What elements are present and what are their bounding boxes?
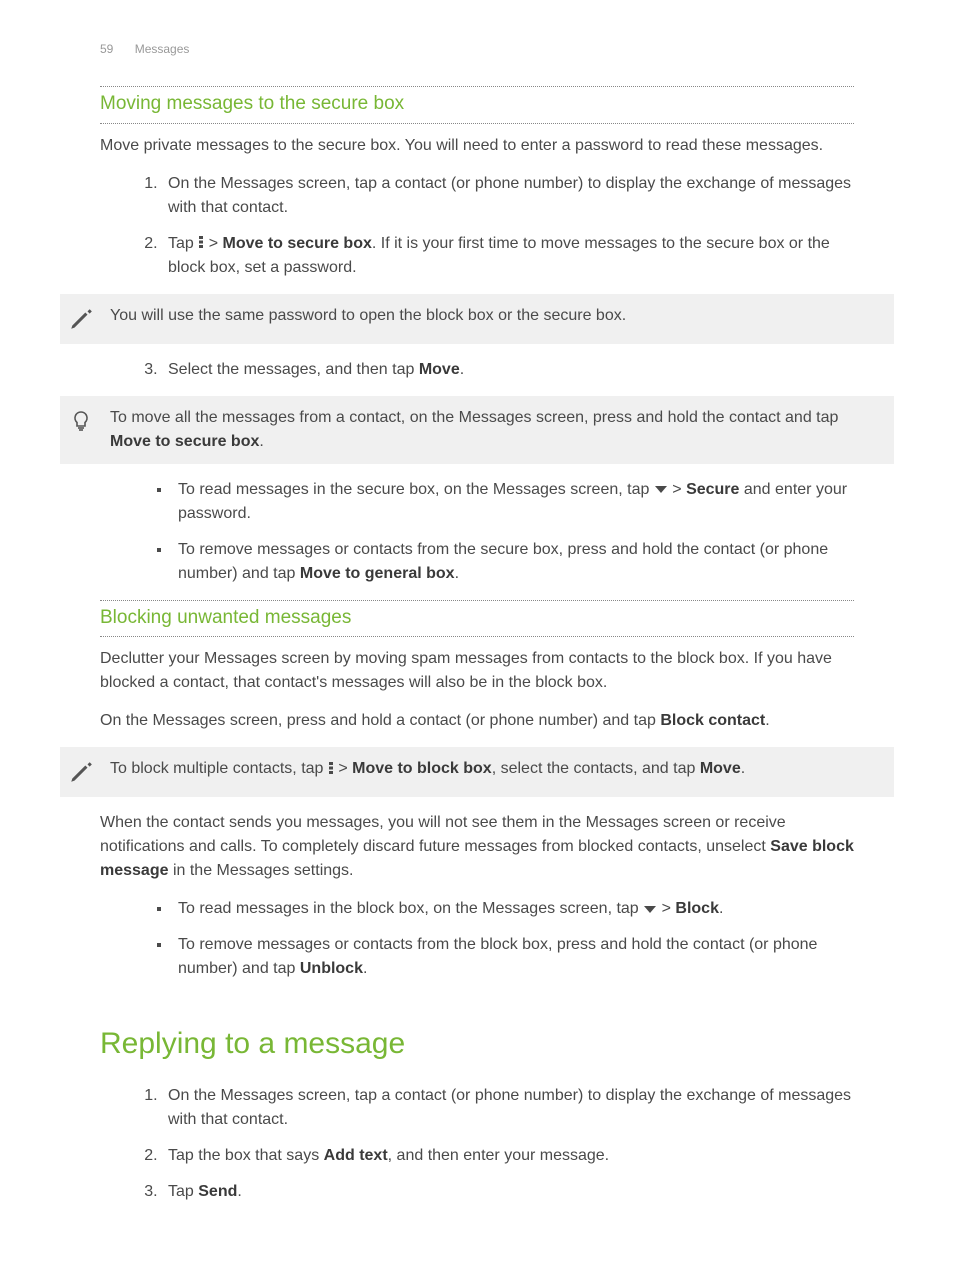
page-header: 59 Messages [100,40,854,58]
note-callout: You will use the same password to open t… [60,294,894,344]
reply-steps: On the Messages screen, tap a contact (o… [100,1084,854,1204]
move-label: Move [419,361,460,378]
secure-box-steps-cont: Select the messages, and then tap Move. [100,358,854,382]
bullet-remove-secure: To remove messages or contacts from the … [172,538,854,586]
heading-moving-secure-box: Moving messages to the secure box [100,86,854,124]
pencil-icon [66,757,96,787]
dropdown-icon [643,902,657,916]
block-note-text: To block multiple contacts, tap > Move t… [110,757,880,781]
heading-replying: Replying to a message [100,1021,854,1066]
heading-blocking: Blocking unwanted messages [100,600,854,638]
step-1: On the Messages screen, tap a contact (o… [162,172,854,220]
bullet-remove-block: To remove messages or contacts from the … [172,933,854,981]
blocking-instruction: On the Messages screen, press and hold a… [100,709,854,733]
reply-step-2: Tap the box that says Add text, and then… [162,1144,854,1168]
move-to-secure-box-label: Move to secure box [222,235,371,252]
pencil-icon [66,304,96,334]
more-options-icon [328,761,334,775]
dropdown-icon [654,482,668,496]
intro-text: Move private messages to the secure box.… [100,134,854,158]
bullet-read-secure: To read messages in the secure box, on t… [172,478,854,526]
tip-callout: To move all the messages from a contact,… [60,396,894,464]
secure-box-bullets: To read messages in the secure box, on t… [100,478,854,586]
lightbulb-icon [66,406,96,436]
blocking-intro: Declutter your Messages screen by moving… [100,647,854,695]
step-2: Tap > Move to secure box. If it is your … [162,232,854,280]
section-title: Messages [135,42,190,56]
reply-step-3: Tap Send. [162,1180,854,1204]
more-options-icon [198,235,204,249]
step-3: Select the messages, and then tap Move. [162,358,854,382]
block-note-callout: To block multiple contacts, tap > Move t… [60,747,894,797]
reply-step-1: On the Messages screen, tap a contact (o… [162,1084,854,1132]
tip-text: To move all the messages from a contact,… [110,406,880,454]
page-number: 59 [100,42,113,56]
note-text: You will use the same password to open t… [110,304,880,328]
block-box-bullets: To read messages in the block box, on th… [100,897,854,981]
secure-box-steps: On the Messages screen, tap a contact (o… [100,172,854,280]
blocking-behavior: When the contact sends you messages, you… [100,811,854,883]
bullet-read-block: To read messages in the block box, on th… [172,897,854,921]
